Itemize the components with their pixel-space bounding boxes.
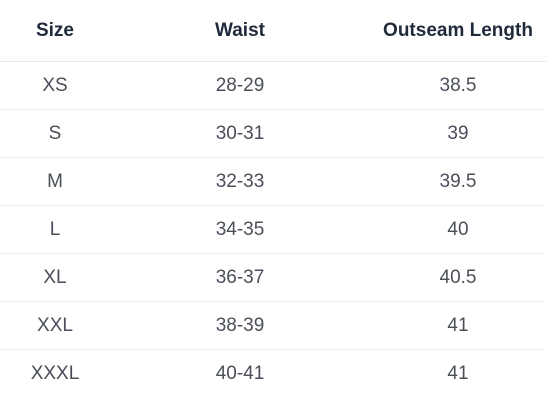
table-row: XXXL 40-41 41 [0,350,546,398]
table-header: Size Waist Outseam Length [0,0,546,62]
cell-size: S [0,109,110,158]
cell-size: XXXL [30,362,80,384]
table-row: XL 36-37 40.5 [0,253,546,302]
header-waist: Waist [110,0,370,62]
cell-outseam: 40 [370,205,546,254]
cell-waist: 36-37 [110,253,370,302]
table-row: L 34-35 40 [0,205,546,254]
cell-size: XXL [0,301,110,350]
cell-outseam: 39 [370,109,546,158]
table-row: XXL 38-39 41 [0,301,546,350]
cell-size: M [0,157,110,206]
table-row: S 30-31 39 [0,109,546,158]
cell-waist: 32-33 [110,157,370,206]
cell-waist: 28-29 [110,61,370,110]
cell-waist: 38-39 [110,301,370,350]
cell-waist: 34-35 [110,205,370,254]
cell-waist: 40-41 [215,362,265,384]
cell-size: XL [0,253,110,302]
cell-outseam: 39.5 [370,157,546,206]
header-row: Size Waist Outseam Length [0,0,546,62]
cell-waist: 30-31 [110,109,370,158]
table-row: M 32-33 39.5 [0,157,546,206]
cell-size: L [0,205,110,254]
cell-outseam: 40.5 [370,253,546,302]
table-row: XS 28-29 38.5 [0,61,546,110]
table-body: XS 28-29 38.5 S 30-31 39 M 32-33 39.5 L … [0,61,546,398]
header-outseam-length: Outseam Length [370,0,546,62]
header-size: Size [0,0,110,62]
cell-outseam: 41 [447,362,469,384]
cell-outseam: 38.5 [370,61,546,110]
cell-size: XS [0,61,110,110]
cell-outseam: 41 [370,301,546,350]
